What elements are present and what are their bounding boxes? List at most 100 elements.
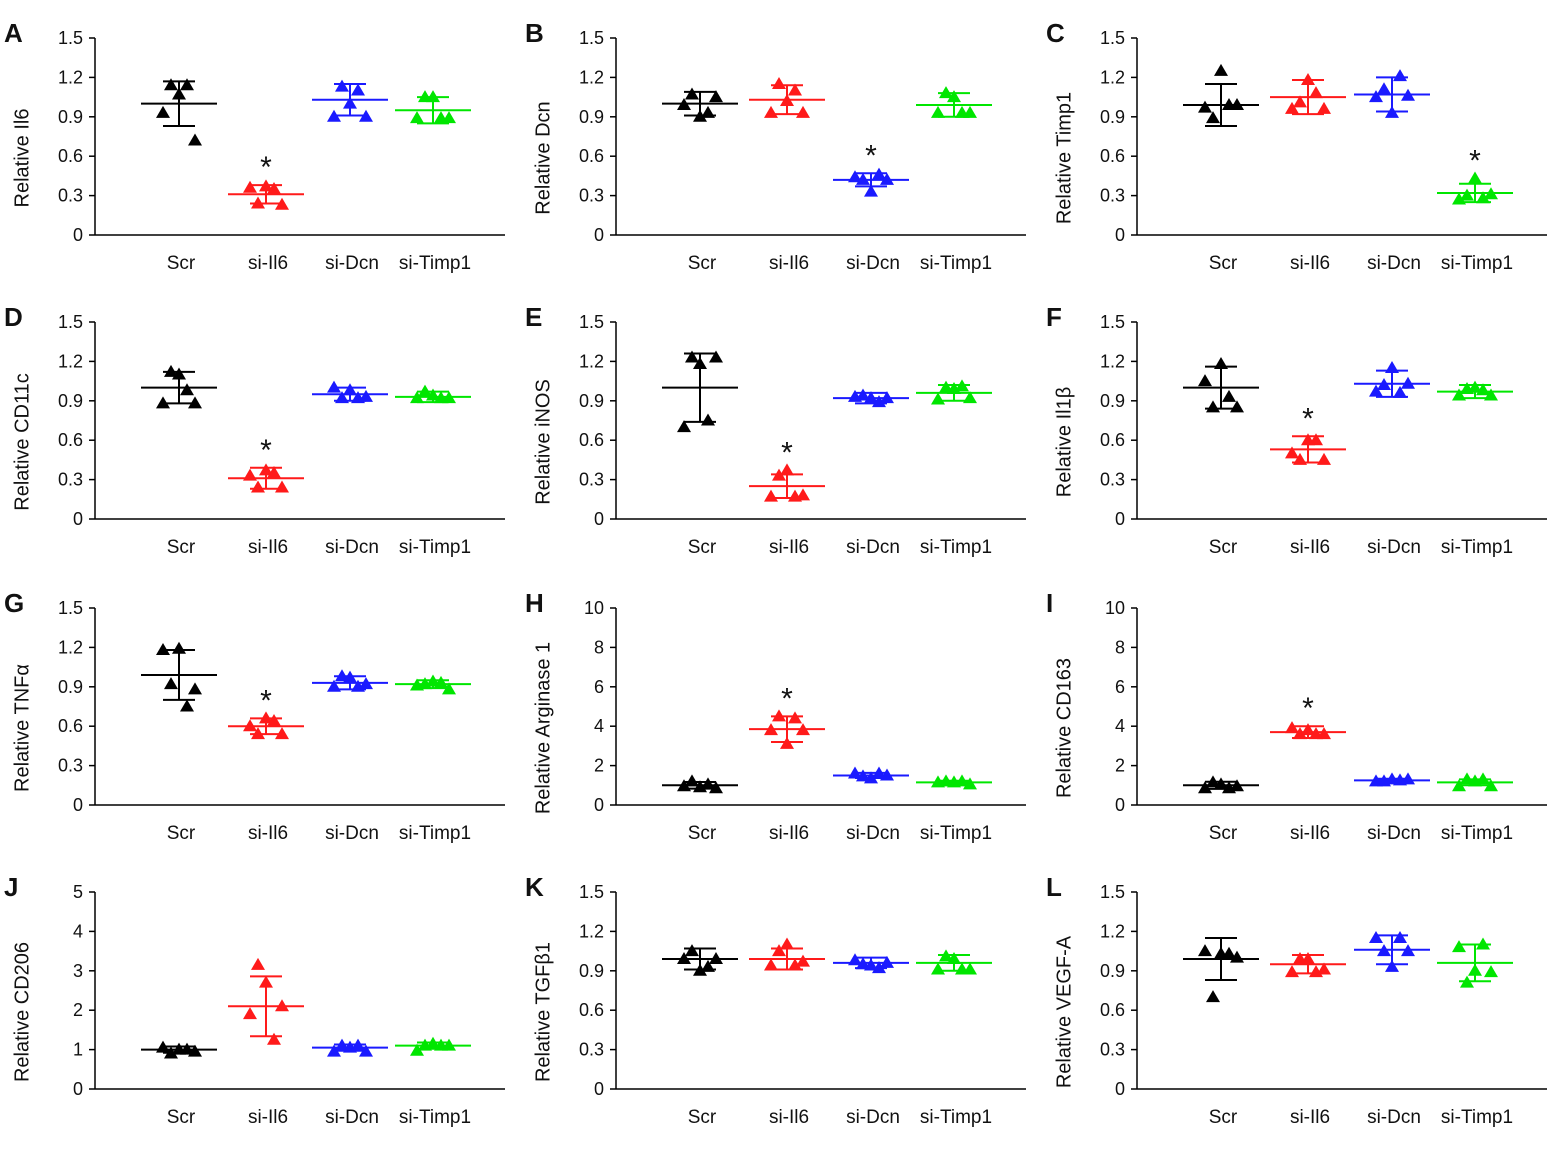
x-tick-label: si-Timp1: [1441, 253, 1513, 274]
data-point: [1377, 82, 1391, 95]
series-group-si-il6: *: [228, 151, 304, 210]
y-tick-label: 0.3: [58, 756, 83, 776]
data-point: [780, 463, 794, 476]
y-tick-label: 0.3: [1100, 470, 1125, 490]
y-tick-label: 0.9: [579, 107, 604, 127]
x-tick-label: Scr: [688, 253, 717, 274]
x-tick-label: si-Timp1: [399, 537, 471, 558]
series-group-scr: [1183, 775, 1259, 794]
significance-marker: *: [1302, 692, 1314, 725]
y-tick-label: 1: [73, 1040, 83, 1060]
data-point: [709, 781, 723, 794]
panel-letter: K: [525, 872, 544, 902]
plot-area: 0 1 2 3 4 5 Scr si-Il6 si-Dcn si-Timp1: [73, 882, 505, 1128]
x-tick-label: si-Dcn: [325, 253, 379, 274]
data-point: [267, 466, 281, 479]
y-tick-label: 0.6: [1100, 146, 1125, 166]
x-tick-label: si-Il6: [1290, 1107, 1330, 1128]
x-tick-label: si-Timp1: [1441, 1107, 1513, 1128]
series-group-si-il6: *: [749, 682, 825, 749]
y-tick-label: 1.5: [58, 312, 83, 332]
x-tick-label: si-Timp1: [399, 253, 471, 274]
y-tick-label: 0.9: [579, 961, 604, 981]
y-tick-label: 0: [1115, 225, 1125, 245]
data-point: [1206, 111, 1220, 124]
y-tick-label: 5: [73, 882, 83, 902]
significance-marker: *: [781, 682, 793, 715]
y-tick-label: 2: [73, 1000, 83, 1020]
data-point: [796, 105, 810, 118]
chart-panel-f: F Relative Il1β 0 0.3 0.6 0.9 1.2 1.5 Scr si-Il6 s…: [1042, 302, 1552, 584]
data-point: [677, 420, 691, 433]
data-point: [1309, 86, 1323, 99]
y-tick-label: 0.3: [1100, 186, 1125, 206]
series-group-si-dcn: [833, 766, 909, 784]
y-tick-label: 1.5: [579, 312, 604, 332]
y-tick-label: 1.2: [579, 351, 604, 371]
x-tick-label: si-Timp1: [920, 1107, 992, 1128]
data-point: [772, 76, 786, 89]
y-tick-label: 0: [594, 795, 604, 815]
data-point: [1198, 781, 1212, 794]
data-point: [1222, 389, 1236, 402]
x-tick-label: Scr: [688, 823, 717, 844]
plot-area: 0 2 4 6 8 10 Scr si-Il6 si-Dcn si-Timp1 *: [584, 598, 1026, 844]
y-tick-label: 3: [73, 961, 83, 981]
data-point: [1484, 965, 1498, 978]
plot-area: 0 0.3 0.6 0.9 1.2 1.5 Scr si-Il6 si-Dcn si-Timp1 *: [58, 312, 505, 558]
data-point: [442, 111, 456, 124]
x-tick-label: si-Il6: [248, 537, 288, 558]
chart-panel-l: L Relative VEGF-A 0 0.3 0.6 0.9 1.2 1.5 Scr si-Il…: [1042, 872, 1552, 1154]
data-point: [251, 480, 265, 493]
series-group-si-il6: *: [228, 434, 304, 493]
data-point: [772, 709, 786, 722]
x-tick-label: Scr: [1209, 253, 1238, 274]
significance-marker: *: [865, 139, 877, 172]
series-group-scr: [141, 641, 217, 712]
series-group-si-timp1: [395, 674, 471, 695]
panel-letter: D: [4, 302, 23, 332]
x-tick-label: si-Dcn: [325, 823, 379, 844]
chart-panel-i: I Relative CD163 0 2 4 6 8 10 Scr si-Il6 si-Dcn si-…: [1042, 588, 1552, 870]
data-point: [1393, 69, 1407, 82]
x-tick-label: si-Il6: [769, 823, 809, 844]
plot-area: 0 0.3 0.6 0.9 1.2 1.5 Scr si-Il6 si-Dcn si-Timp1 *: [1100, 28, 1547, 274]
y-tick-label: 0.9: [579, 391, 604, 411]
data-point: [267, 713, 281, 726]
series-group-si-il6: *: [1270, 402, 1346, 465]
x-tick-label: si-Il6: [248, 253, 288, 274]
significance-marker: *: [781, 436, 793, 469]
data-point: [677, 951, 691, 964]
y-tick-label: 1.2: [1100, 351, 1125, 371]
series-group-scr: [1183, 63, 1259, 127]
x-tick-label: Scr: [167, 253, 196, 274]
data-point: [156, 105, 170, 118]
data-point: [685, 350, 699, 363]
data-point: [1285, 101, 1299, 114]
y-tick-label: 0.3: [579, 470, 604, 490]
data-point: [1309, 433, 1323, 446]
data-point: [164, 78, 178, 91]
x-tick-label: Scr: [167, 823, 196, 844]
chart-panel-e: E Relative iNOS 0 0.3 0.6 0.9 1.2 1.5 Scr si-Il6 s…: [521, 302, 1038, 584]
series-group-scr: [1183, 357, 1259, 413]
y-tick-label: 0.9: [1100, 391, 1125, 411]
y-tick-label: 0: [1115, 1079, 1125, 1099]
y-tick-label: 4: [594, 716, 604, 736]
data-point: [864, 184, 878, 197]
series-group-si-dcn: [312, 380, 388, 404]
x-tick-label: Scr: [167, 1107, 196, 1128]
x-tick-label: si-Timp1: [920, 253, 992, 274]
panel-letter: B: [525, 18, 544, 48]
x-tick-label: si-Dcn: [846, 253, 900, 274]
y-tick-label: 0: [1115, 795, 1125, 815]
x-tick-label: si-Il6: [769, 1107, 809, 1128]
y-tick-label: 0.3: [58, 186, 83, 206]
y-tick-label: 1.2: [58, 637, 83, 657]
data-point: [180, 78, 194, 91]
series-group-si-timp1: [1437, 380, 1513, 401]
y-tick-label: 0: [594, 225, 604, 245]
data-point: [1214, 63, 1228, 76]
series-group-si-timp1: [916, 86, 992, 118]
x-tick-label: si-Timp1: [399, 1107, 471, 1128]
